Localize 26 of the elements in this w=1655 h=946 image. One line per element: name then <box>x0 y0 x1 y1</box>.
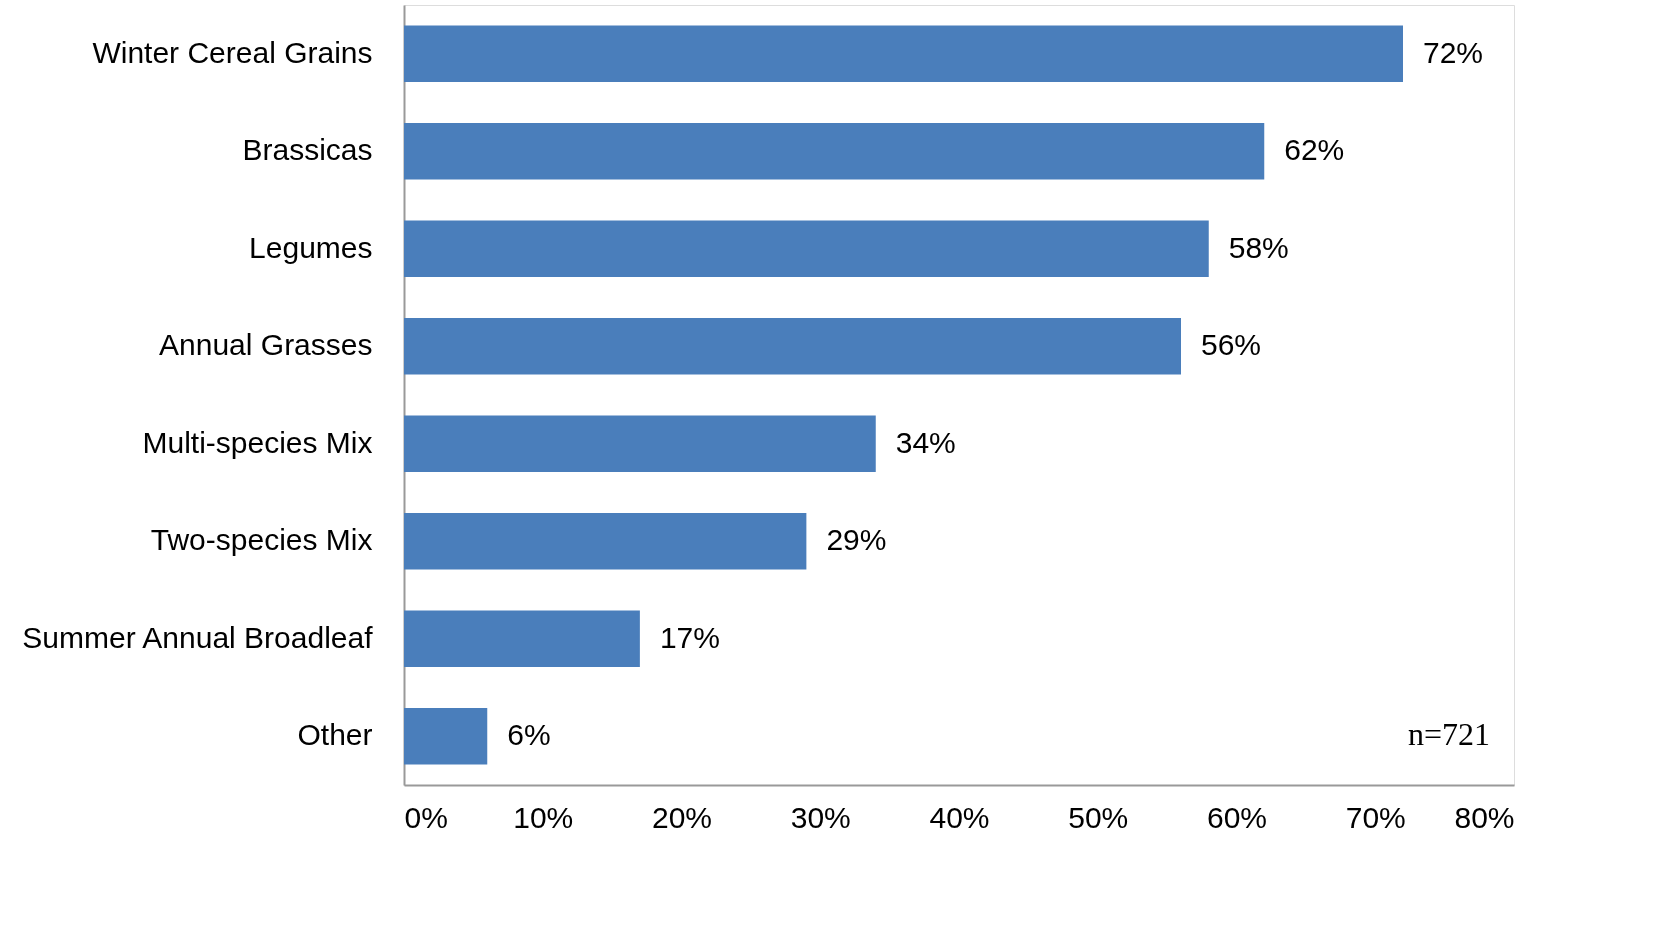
y-tick-label: Two-species Mix <box>150 523 373 557</box>
x-tick-label: 10% <box>513 800 574 834</box>
data-label: 58% <box>1228 230 1289 264</box>
data-label: 34% <box>895 425 956 459</box>
data-label: 62% <box>1284 133 1345 167</box>
data-label: 56% <box>1201 328 1262 362</box>
x-tick-label: 20% <box>651 800 713 834</box>
x-tick-label: 80% <box>1454 800 1515 834</box>
y-tick-label: Legumes <box>249 230 373 264</box>
data-label: 72% <box>1423 35 1484 69</box>
data-label: 17% <box>659 620 720 654</box>
x-tick-label: 30% <box>790 800 851 834</box>
annotation: n=721 <box>1407 716 1491 752</box>
x-tick-label: 60% <box>1206 800 1268 834</box>
x-tick-label: 70% <box>1345 800 1406 834</box>
y-tick-label: Other <box>297 718 373 752</box>
y-tick-label: Summer Annual Broadleaf <box>22 620 374 654</box>
y-tick-label: Multi-species Mix <box>142 425 373 459</box>
x-tick-label: 0% <box>404 800 448 834</box>
y-tick-label: Winter Cereal Grains <box>92 35 373 69</box>
data-label: 6% <box>507 718 551 752</box>
x-tick-label: 50% <box>1068 800 1129 834</box>
x-tick-label: 40% <box>929 800 990 834</box>
y-tick-label: Brassicas <box>242 133 373 167</box>
y-tick-label: Annual Grasses <box>159 328 373 362</box>
data-label: 29% <box>826 523 887 557</box>
